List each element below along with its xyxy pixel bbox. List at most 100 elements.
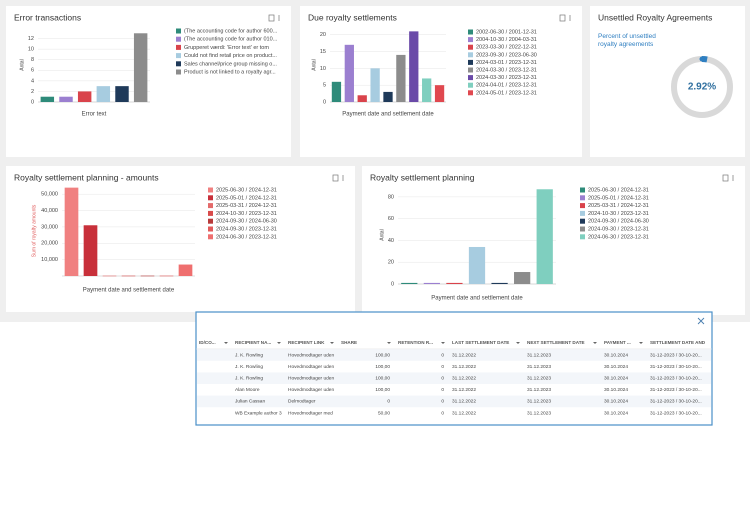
chart-title: Error transactions bbox=[14, 12, 81, 22]
panel bbox=[6, 6, 291, 157]
table-cell: 31-12-2023 / 30-10-20... bbox=[650, 364, 702, 370]
bar bbox=[178, 264, 193, 276]
menu-dot[interactable] bbox=[569, 15, 571, 17]
y-tick-label: 30,000 bbox=[41, 224, 58, 230]
y-tick-label: 0 bbox=[31, 99, 34, 105]
menu-dot[interactable] bbox=[732, 175, 734, 177]
legend-swatch bbox=[468, 44, 473, 50]
legend-label: 2024-10-30 / 2023-12-31 bbox=[216, 211, 277, 217]
bar bbox=[96, 86, 111, 102]
legend-label: 2025-05-01 / 2024-12-31 bbox=[588, 195, 649, 201]
table-cell: 31.12.2023 bbox=[527, 387, 551, 393]
sort-caret[interactable] bbox=[516, 342, 520, 344]
table-cell: Hovedmodtager uden bbox=[288, 352, 334, 358]
sort-caret[interactable] bbox=[441, 342, 445, 344]
legend-swatch bbox=[468, 75, 473, 81]
sort-caret[interactable] bbox=[387, 342, 391, 344]
x-axis-label: Error text bbox=[82, 112, 107, 118]
legend-label: 2024-04-01 / 2023-12-31 bbox=[476, 83, 537, 89]
bar bbox=[331, 81, 342, 102]
export-icon[interactable] bbox=[332, 174, 339, 182]
table-cell: 31-12-2023 / 30-10-20... bbox=[650, 387, 702, 393]
legend-label: 2023-03-30 / 2022-12-31 bbox=[476, 45, 537, 51]
table-header[interactable]: RECIPIENT NA... bbox=[235, 340, 271, 345]
table-cell: 100,00 bbox=[375, 387, 390, 393]
table-header[interactable]: SHARE bbox=[341, 340, 357, 345]
menu-dot[interactable] bbox=[342, 175, 344, 177]
y-tick-label: 80 bbox=[388, 194, 394, 200]
y-tick-label: 40 bbox=[388, 238, 394, 244]
legend-swatch bbox=[208, 226, 213, 232]
menu-dot[interactable] bbox=[278, 19, 280, 21]
table-header[interactable]: SETTLEMENT DATE AND bbox=[650, 340, 706, 345]
sort-caret[interactable] bbox=[639, 342, 643, 344]
table-cell: 31.12.2022 bbox=[452, 352, 476, 358]
close-button[interactable] bbox=[697, 317, 705, 325]
legend-label: (The accounting code for author 600... bbox=[184, 28, 278, 34]
panel bbox=[6, 166, 355, 312]
menu-dot[interactable] bbox=[342, 177, 344, 179]
legend-label: 2025-03-31 / 2024-12-31 bbox=[588, 203, 649, 209]
legend-swatch bbox=[208, 195, 213, 201]
legend-swatch bbox=[580, 226, 585, 232]
menu-dot[interactable] bbox=[732, 179, 734, 181]
table-cell: 31.12.2023 bbox=[527, 399, 551, 405]
export-icon[interactable] bbox=[722, 174, 729, 182]
y-tick-label: 10 bbox=[320, 66, 326, 72]
table-header[interactable]: PAYMENT ... bbox=[604, 340, 631, 345]
y-axis-label: Antal bbox=[379, 229, 385, 240]
bar bbox=[370, 68, 380, 102]
table-header[interactable]: LAST SETTLEMENT DATE bbox=[452, 340, 509, 345]
y-axis-label: Antal bbox=[19, 59, 25, 70]
table-cell: 100,00 bbox=[375, 364, 390, 370]
menu-dot[interactable] bbox=[342, 179, 344, 181]
menu-dot[interactable] bbox=[732, 177, 734, 179]
legend-swatch bbox=[468, 52, 473, 58]
donut-value: 2.92% bbox=[688, 82, 716, 93]
legend-label: 2024-09-30 / 2023-12-31 bbox=[588, 226, 649, 232]
chart-title: Due royalty settlements bbox=[308, 12, 397, 22]
legend-label: Grupperet værdi: 'Error text' er tom bbox=[184, 45, 269, 51]
export-icon[interactable] bbox=[559, 14, 566, 22]
table-row-stripe bbox=[197, 349, 711, 361]
bar bbox=[115, 86, 129, 102]
table-cell: 100,00 bbox=[375, 375, 390, 381]
sort-caret[interactable] bbox=[593, 342, 597, 344]
table-cell: 31.12.2022 bbox=[452, 364, 476, 370]
y-tick-label: 4 bbox=[31, 78, 34, 84]
table-header[interactable]: NEXT SETTLEMENT DATE bbox=[527, 340, 585, 345]
menu-dot[interactable] bbox=[278, 15, 280, 17]
chart-title: Unsettled Royalty Agreements bbox=[598, 12, 712, 22]
table-header[interactable]: RETENTION R... bbox=[398, 340, 433, 345]
y-tick-label: 5 bbox=[323, 83, 326, 89]
sort-caret[interactable] bbox=[277, 342, 281, 344]
panel bbox=[300, 6, 582, 157]
menu-dot[interactable] bbox=[278, 17, 280, 19]
table-cell: J. K. Rowling bbox=[235, 352, 263, 358]
legend-label: 2024-03-30 / 2023-12-31 bbox=[476, 67, 537, 73]
legend-swatch bbox=[208, 203, 213, 209]
table-cell: 31.12.2023 bbox=[527, 364, 551, 370]
sort-caret[interactable] bbox=[330, 342, 334, 344]
export-icon[interactable] bbox=[268, 14, 275, 22]
menu-dot[interactable] bbox=[569, 17, 571, 19]
legend-label: 2024-05-01 / 2023-12-31 bbox=[476, 90, 537, 96]
legend-swatch bbox=[580, 187, 585, 193]
table-cell: 0 bbox=[441, 387, 444, 393]
legend-label: 2002-06-30 / 2001-12-31 bbox=[476, 29, 537, 35]
table-header[interactable]: RECIPIENT LINK bbox=[288, 340, 325, 345]
table-cell: 31.12.2022 bbox=[452, 399, 476, 405]
sort-caret[interactable] bbox=[224, 342, 228, 344]
menu-dot[interactable] bbox=[569, 19, 571, 21]
bar bbox=[59, 96, 73, 102]
bar bbox=[133, 33, 148, 102]
table-cell: 0 bbox=[441, 375, 444, 381]
bar bbox=[64, 187, 79, 276]
bar bbox=[422, 78, 432, 102]
table-cell: 31.12.2023 bbox=[527, 352, 551, 358]
bar bbox=[40, 96, 55, 102]
table-cell: 31.12.2023 bbox=[527, 410, 551, 416]
table-cell: 31.12.2022 bbox=[452, 410, 476, 416]
table-header[interactable]: ID/CO... bbox=[199, 340, 216, 345]
